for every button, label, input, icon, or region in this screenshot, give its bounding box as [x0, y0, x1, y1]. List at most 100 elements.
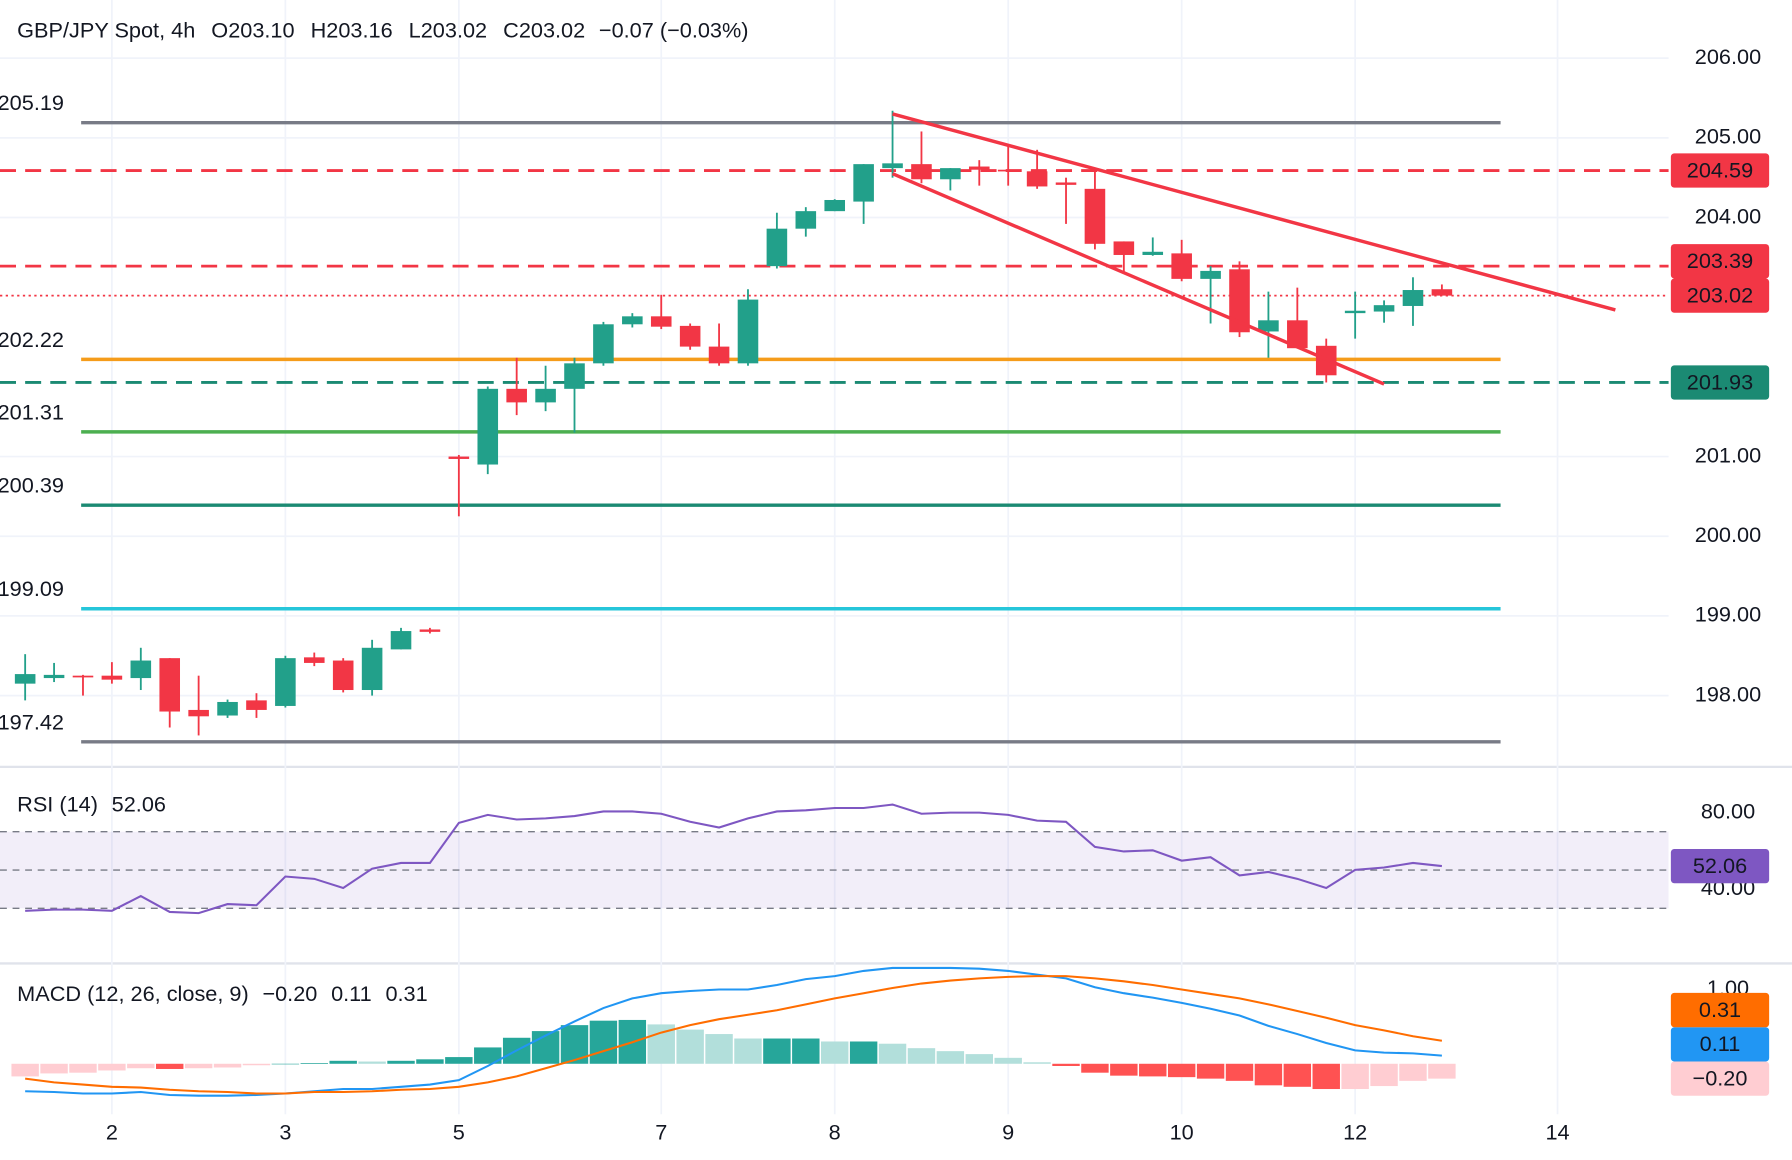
ohlc-value: 203.16: [326, 18, 392, 43]
macd-histogram-bar: [242, 1063, 271, 1066]
candle-body: [332, 660, 354, 691]
macd-histogram-bar: [1341, 1063, 1369, 1090]
macd-histogram-bar: [821, 1041, 849, 1064]
rsi-line: [25, 803, 1443, 915]
candle-body: [1229, 269, 1250, 333]
price-label-box: [1670, 365, 1770, 400]
ohlc-key: C: [503, 18, 519, 43]
candle-body: [1344, 310, 1366, 314]
candle-body: [159, 658, 181, 712]
candle-body: [361, 647, 383, 691]
candle-body: [1026, 171, 1048, 187]
macd-histogram-bar: [11, 1063, 39, 1077]
rsi-title: RSI (14): [17, 791, 98, 816]
price-label-box: [1670, 848, 1770, 884]
y-tick-label: 198.00: [1695, 681, 1761, 706]
macd-histogram-bar: [98, 1063, 126, 1071]
y-tick-label: 204.00: [1695, 203, 1761, 228]
macd-signal-value: 0.31: [385, 981, 427, 1006]
macd-histogram-bar: [387, 1060, 415, 1064]
candle-body: [72, 675, 94, 678]
macd-histogram-bar: [213, 1063, 242, 1068]
price-label-box: [1670, 278, 1770, 313]
macd-histogram-bar: [734, 1038, 762, 1064]
macd-histogram-bar: [1167, 1063, 1196, 1078]
macd-histogram-bar: [589, 1020, 618, 1064]
macd-histogram-bar: [676, 1029, 704, 1064]
price-label-box: [1670, 244, 1770, 279]
ohlc-value: 203.10: [228, 18, 294, 43]
macd-histogram-bar: [329, 1060, 357, 1064]
x-tick-label: 3: [279, 1119, 291, 1144]
candle-body: [824, 199, 846, 212]
macd-histogram-bar: [936, 1051, 965, 1064]
candle-body: [1171, 253, 1192, 279]
macd-histogram-bar: [849, 1041, 878, 1064]
candle-body: [1373, 305, 1395, 312]
candle-body: [130, 660, 152, 679]
ohlc-key: H: [311, 18, 327, 43]
macd-histogram-bar: [127, 1063, 155, 1069]
candle-body: [853, 164, 874, 202]
candle-body: [997, 169, 1019, 172]
price-label: 204.59: [1687, 157, 1753, 182]
ohlc-value: 203.02: [519, 18, 585, 43]
macd-histogram-bar: [907, 1048, 936, 1064]
x-tick-label: 10: [1170, 1119, 1194, 1144]
candle-body: [43, 674, 65, 679]
candle-body: [1200, 270, 1221, 279]
candle-body: [448, 456, 470, 459]
macd-histogram-bar: [358, 1061, 386, 1064]
price-label: 203.39: [1687, 248, 1753, 273]
macd-histogram-bar: [1254, 1063, 1283, 1086]
candle-body: [968, 166, 990, 170]
macd-histogram-bar: [1196, 1063, 1225, 1079]
macd-histogram-bar: [69, 1063, 97, 1073]
macd-histogram-bar: [1139, 1063, 1167, 1077]
candle-body: [188, 709, 209, 717]
macd-histogram-bar: [1312, 1063, 1340, 1090]
y-tick-label: 205.00: [1695, 124, 1761, 149]
level-label: 201.31: [0, 399, 64, 424]
macd-histogram-bar: [705, 1034, 733, 1064]
y-tick-label: 199.00: [1695, 602, 1761, 627]
macd-histogram-bar: [1052, 1063, 1080, 1066]
candle-body: [737, 299, 759, 364]
x-tick-label: 8: [829, 1119, 841, 1144]
y-tick-label: 200.00: [1695, 522, 1761, 547]
macd-line: [25, 975, 1443, 1095]
candle-body: [679, 325, 701, 347]
trendline: [892, 112, 1616, 312]
x-tick-label: 12: [1343, 1119, 1367, 1144]
candle-body: [246, 700, 267, 710]
macd-histogram-bar: [1081, 1063, 1109, 1073]
macd-histogram-bar: [1023, 1062, 1051, 1064]
price-label-box: [1670, 1027, 1770, 1062]
candle-body: [622, 316, 643, 325]
macd-histogram-bar: [1225, 1063, 1254, 1081]
macd-histogram-bar: [1399, 1063, 1427, 1081]
candle-body: [390, 631, 412, 650]
price-label-box: [1670, 992, 1770, 1028]
rsi-value: 52.06: [112, 791, 166, 816]
macd-histogram-bar: [416, 1059, 444, 1064]
chart-title: GBP/JPY Spot, 4h: [17, 18, 195, 43]
candle-body: [1402, 290, 1424, 306]
price-label: −0.20: [1693, 1066, 1748, 1091]
y-tick-label: 201.00: [1695, 442, 1761, 467]
macd-histogram-bar: [994, 1057, 1022, 1064]
x-tick-label: 7: [655, 1119, 667, 1144]
candle-body: [1431, 289, 1453, 296]
candle-body: [419, 629, 441, 632]
price-label: 52.06: [1693, 853, 1747, 878]
macd-histogram-bar: [1283, 1063, 1312, 1087]
candle-body: [650, 316, 672, 327]
x-tick-label: 5: [453, 1119, 465, 1144]
macd-histogram-bar: [792, 1038, 820, 1064]
candle-body: [535, 388, 556, 403]
price-label-box: [1670, 153, 1770, 188]
price-label-box: [1670, 1061, 1770, 1096]
macd-histogram-value: −0.20: [262, 981, 317, 1006]
